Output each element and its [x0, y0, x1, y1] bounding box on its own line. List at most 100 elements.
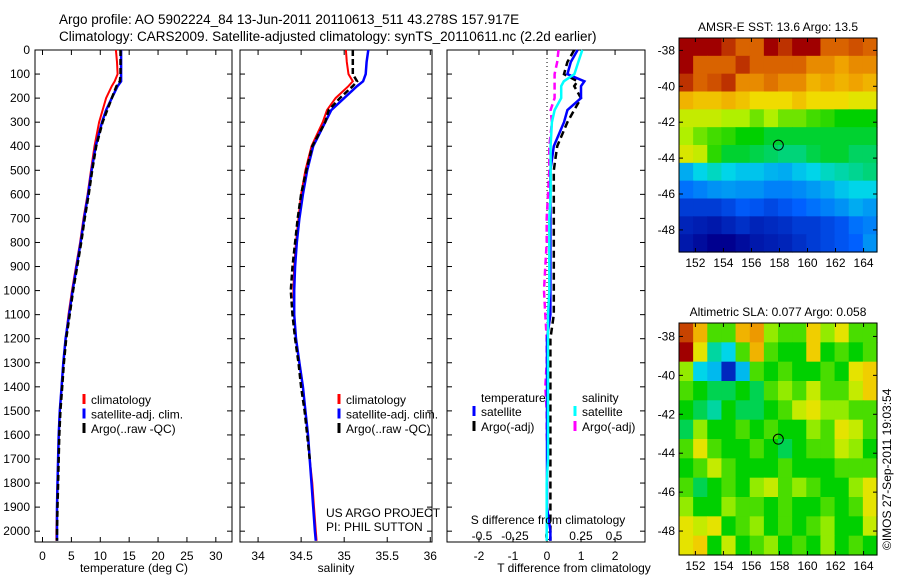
heatmap-cell [763, 162, 779, 182]
heatmap-cell [721, 458, 737, 479]
heatmap-cell [693, 439, 708, 459]
heatmap-cell [792, 361, 807, 382]
depth-tick-label: 1100 [4, 308, 30, 322]
heatmap-cell [763, 145, 779, 164]
heatmap-cell [834, 458, 850, 479]
heatmap-cell [693, 477, 708, 498]
heatmap-cell [749, 342, 765, 363]
heatmap-cell [848, 38, 864, 57]
heatmap-cell [707, 361, 723, 382]
heatmap-cell [820, 458, 836, 479]
heatmap-cell [792, 127, 807, 146]
heatmap-cell [848, 145, 864, 164]
heatmap-cell [721, 73, 737, 93]
lat-tick-label: -42 [658, 115, 676, 129]
heatmap-cell [778, 477, 793, 498]
heatmap-cell [792, 323, 807, 343]
heatmap-cell [792, 516, 807, 537]
heatmap-cell [693, 162, 708, 182]
lon-tick-label: 164 [854, 256, 874, 270]
heatmap-cell [820, 162, 836, 182]
heatmap-cell [763, 381, 779, 401]
heatmap-cell [721, 198, 737, 217]
heatmap-cell [707, 162, 723, 182]
heatmap-cell [834, 216, 850, 235]
plot-frame [446, 49, 646, 543]
s-tick-label: 0 [545, 529, 552, 543]
heatmap-cell [792, 109, 807, 128]
heatmap-cell [834, 109, 850, 128]
heatmap-cell [735, 162, 751, 182]
heatmap-cell [749, 180, 765, 200]
heatmap-cell [848, 419, 864, 440]
heatmap-cell [862, 216, 878, 235]
heatmap-cell [763, 458, 779, 479]
lon-tick-label: 164 [854, 559, 874, 573]
heatmap-cell [778, 400, 793, 421]
heatmap-cell [820, 477, 836, 498]
timestamp: ©IMOS 27-Sep-2011 19:03:54 [880, 388, 894, 550]
heatmap-cell [721, 127, 737, 146]
heatmap-cell [693, 323, 708, 343]
heatmap-cell [679, 234, 694, 253]
heatmap-cell [749, 109, 765, 128]
depth-tick-label: 1300 [3, 356, 30, 370]
depth-tick-label: 0 [23, 43, 30, 57]
heatmap-cell [792, 234, 807, 253]
heatmap-cell [693, 516, 708, 537]
heatmap-cell [749, 477, 765, 498]
heatmap-cell [707, 198, 723, 217]
heatmap-cell [679, 55, 694, 75]
heatmap-cell [707, 342, 723, 363]
heatmap-cell [778, 535, 793, 556]
heatmap-cell [848, 162, 864, 182]
heatmap-cell [820, 73, 836, 93]
heatmap-cell [778, 234, 793, 253]
heatmap-cell [778, 342, 793, 363]
argo-line [289, 50, 359, 460]
lon-tick-label: 154 [713, 256, 733, 270]
depth-tick-label: 400 [10, 139, 30, 153]
heatmap-cell [862, 381, 878, 401]
heatmap-cell [749, 73, 765, 93]
heatmap-cell [848, 458, 864, 479]
heatmap-cell [848, 323, 864, 343]
x-tick-label: -2 [474, 549, 485, 563]
heatmap-cell [820, 516, 836, 537]
heatmap-cell [848, 216, 864, 235]
heatmap-cell [862, 109, 878, 128]
heatmap-cell [721, 145, 737, 164]
heatmap-cell [763, 361, 779, 382]
heatmap-cell [834, 477, 850, 498]
heatmap-cell [834, 73, 850, 93]
heatmap-cell [721, 516, 737, 537]
heatmap-cell [792, 198, 807, 217]
heatmap-cell [721, 55, 737, 75]
lat-tick-label: -40 [658, 368, 676, 382]
heatmap-cell [834, 439, 850, 459]
heatmap-cell [820, 109, 836, 128]
heatmap-cell [792, 419, 807, 440]
heatmap-cell [806, 361, 822, 382]
x-tick-label: 34.5 [289, 549, 313, 563]
heatmap-cell [848, 381, 864, 401]
heatmap-cell [679, 162, 694, 182]
depth-tick-label: 200 [10, 91, 30, 105]
heatmap-cell [707, 323, 723, 343]
heatmap-cell [679, 361, 694, 382]
heatmap-cell [792, 180, 807, 200]
heatmap-cell [721, 342, 737, 363]
heatmap-cell [721, 216, 737, 235]
heatmap-cell [735, 535, 751, 556]
heatmap-cell [763, 477, 779, 498]
sla-map: 152 154 156 158 160 162 164 -38 -40 -42 -44 -46 -48 [658, 322, 878, 573]
heatmap-cell [721, 497, 737, 517]
heatmap-cell [693, 91, 708, 110]
heatmap-cell [707, 516, 723, 537]
heatmap-cell [820, 342, 836, 363]
heatmap-cell [792, 38, 807, 57]
legend-temperature-argo-label: Argo(-adj) [481, 420, 534, 434]
depth-tick-label: 1800 [3, 476, 30, 490]
heatmap-cell [679, 180, 694, 200]
heatmap-cell [820, 439, 836, 459]
